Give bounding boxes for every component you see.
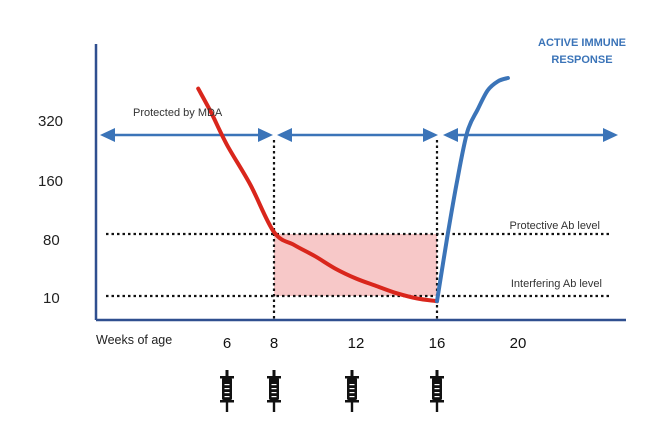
protective-ab-level-label: Protective Ab level bbox=[510, 220, 601, 232]
x-axis-label: Weeks of age bbox=[96, 333, 172, 347]
vaccination-window-shade bbox=[274, 234, 437, 296]
y-tick-label: 80 bbox=[43, 232, 60, 249]
mda-period-label: Protected by MDA bbox=[133, 107, 223, 119]
interfering-ab-level-label: Interfering Ab level bbox=[511, 278, 602, 290]
period-arrow-active bbox=[443, 128, 618, 142]
syringe-icon bbox=[267, 370, 281, 412]
syringe-icon bbox=[345, 370, 359, 412]
syringe-icon bbox=[430, 370, 444, 412]
period-arrow-window bbox=[277, 128, 438, 142]
y-tick-label: 10 bbox=[43, 290, 60, 307]
x-tick-label: 12 bbox=[348, 335, 365, 352]
active-immune-response-curve bbox=[435, 76, 510, 304]
x-tick-label: 6 bbox=[223, 335, 231, 352]
active-immune-response-label-line2: RESPONSE bbox=[551, 54, 612, 66]
maternal-antibody-curve bbox=[196, 86, 439, 304]
x-tick-label: 20 bbox=[510, 335, 527, 352]
x-tick-label: 16 bbox=[429, 335, 446, 352]
y-tick-label: 160 bbox=[38, 173, 63, 190]
y-tick-label: 320 bbox=[38, 113, 63, 130]
x-tick-label: 8 bbox=[270, 335, 278, 352]
active-immune-response-label-line1: ACTIVE IMMUNE bbox=[538, 37, 626, 49]
syringe-icon bbox=[220, 370, 234, 412]
period-arrow-mda bbox=[100, 128, 273, 142]
